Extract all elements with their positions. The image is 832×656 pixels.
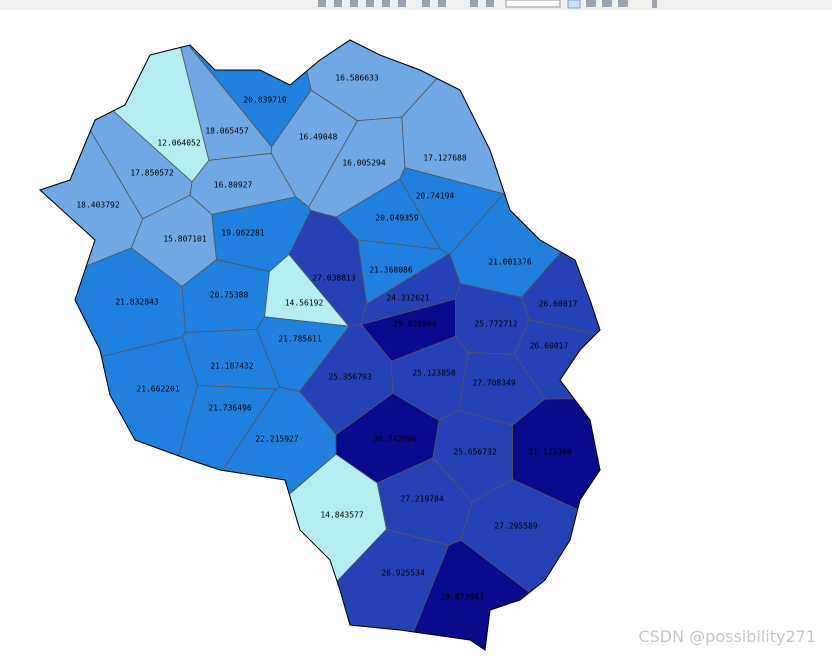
region-label: 14.56192 <box>285 299 324 308</box>
region <box>100 336 198 457</box>
region-label: 24.312621 <box>386 294 430 303</box>
region-label: 25.772712 <box>474 320 518 329</box>
region-label: 19.962281 <box>221 229 265 238</box>
map-outline <box>39 39 601 651</box>
region-label: 16.586633 <box>335 74 379 83</box>
toolbar <box>0 0 832 10</box>
toolbar-icons <box>318 0 657 9</box>
region-label: 21.736496 <box>208 404 252 413</box>
region-label: 14.843577 <box>320 511 364 520</box>
region-label: 21.001376 <box>488 258 532 267</box>
region-label: 16.49048 <box>299 133 338 142</box>
region-label: 21.368086 <box>369 266 413 275</box>
region-label: 17.850572 <box>130 169 174 178</box>
region-label: 26.925534 <box>381 569 425 578</box>
regions <box>39 39 601 651</box>
region-label: 29.873943 <box>440 593 484 602</box>
region-label: 22.215927 <box>255 435 299 444</box>
region-label: 20.839719 <box>243 96 287 105</box>
region-label: 27.295589 <box>494 522 538 531</box>
region-label: 27.708349 <box>472 379 516 388</box>
region-label: 21.832843 <box>115 298 159 307</box>
labels: 16.586633 20.839719 18.065457 12.064052 16.4… <box>76 74 577 602</box>
region-label: 18.403792 <box>76 201 120 210</box>
region-label: 16.80927 <box>214 181 253 190</box>
region-label: 27.219784 <box>400 495 444 504</box>
region-label: 26.60017 <box>539 300 578 309</box>
region-label: 16.005294 <box>342 159 386 168</box>
region-label: 20.049359 <box>375 214 419 223</box>
region-label: 27.038813 <box>312 274 356 283</box>
region-label: 29.828864 <box>393 320 437 329</box>
region-label: 25.123858 <box>412 369 456 378</box>
region-label: 18.065457 <box>205 127 249 136</box>
region-label: 21.187432 <box>210 362 254 371</box>
region-label: 15.807101 <box>163 235 207 244</box>
region-label: 20.75388 <box>210 291 249 300</box>
region-label: 25.656732 <box>453 448 497 457</box>
region-label: 17.127688 <box>423 154 467 163</box>
region-label: 21.662201 <box>136 385 180 394</box>
watermark: CSDN @possibility271 <box>638 627 816 646</box>
region-label: 26.60017 <box>530 342 569 351</box>
region-label: 12.064052 <box>157 139 201 148</box>
region-label: 30.242696 <box>373 435 417 444</box>
region-label: 25.356793 <box>328 373 372 382</box>
region-label: 31.123369 <box>528 448 572 457</box>
region-label: 20.74194 <box>416 192 455 201</box>
region-label: 21.785611 <box>278 335 322 344</box>
